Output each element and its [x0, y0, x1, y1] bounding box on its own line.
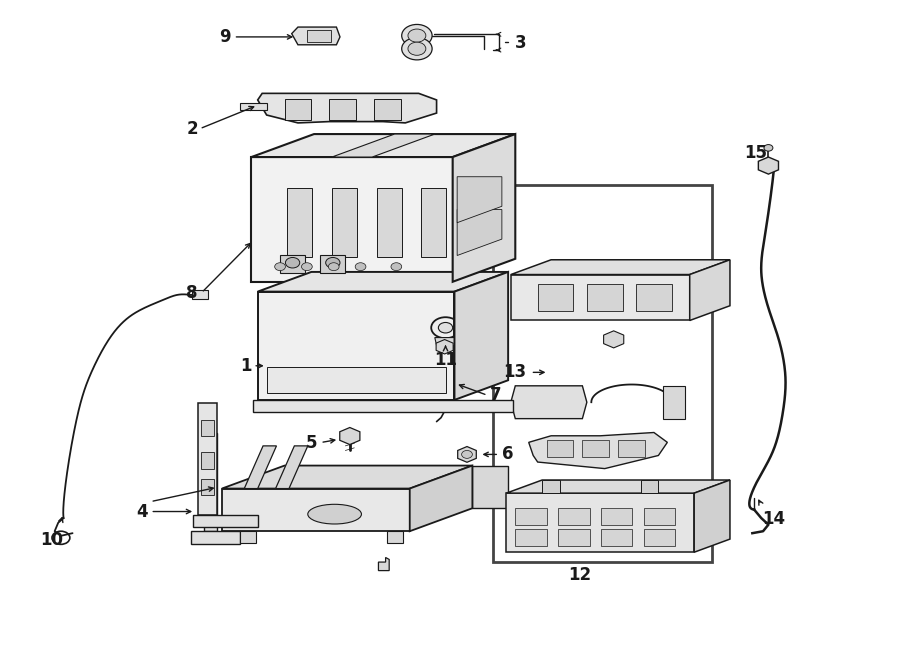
Bar	[202, 452, 214, 469]
Text: 7: 7	[491, 387, 502, 404]
Bar	[332, 188, 357, 257]
Bar	[644, 529, 675, 545]
Polygon shape	[528, 432, 668, 469]
Bar	[266, 367, 446, 393]
Text: 10: 10	[40, 531, 64, 549]
Circle shape	[401, 24, 432, 47]
Polygon shape	[457, 177, 502, 222]
Bar	[516, 529, 546, 545]
Polygon shape	[257, 93, 436, 123]
Bar	[558, 508, 590, 525]
Bar	[663, 386, 685, 418]
Bar	[542, 480, 560, 493]
Bar	[329, 99, 356, 120]
Polygon shape	[457, 210, 502, 256]
Text: 9: 9	[220, 28, 231, 46]
Polygon shape	[507, 480, 730, 493]
Bar	[601, 508, 633, 525]
Bar	[644, 508, 675, 525]
Ellipse shape	[308, 504, 362, 524]
Polygon shape	[507, 493, 694, 552]
Bar	[284, 99, 311, 120]
Circle shape	[764, 144, 773, 151]
Text: 8: 8	[186, 284, 198, 302]
Polygon shape	[454, 272, 508, 400]
Circle shape	[285, 258, 300, 268]
Polygon shape	[453, 134, 516, 282]
Text: 2: 2	[186, 120, 198, 138]
Bar	[582, 440, 609, 457]
Polygon shape	[251, 134, 516, 157]
Circle shape	[302, 263, 312, 271]
Polygon shape	[222, 465, 472, 489]
Bar	[387, 531, 403, 543]
Text: 4: 4	[136, 502, 148, 520]
Bar	[198, 403, 218, 515]
Bar	[377, 188, 401, 257]
Polygon shape	[435, 338, 456, 346]
Bar	[194, 515, 257, 526]
Circle shape	[328, 263, 339, 271]
Polygon shape	[511, 260, 730, 275]
Circle shape	[391, 263, 401, 271]
Bar	[493, 185, 712, 562]
Bar	[287, 188, 312, 257]
Circle shape	[462, 450, 472, 458]
Bar	[636, 285, 671, 310]
Polygon shape	[275, 446, 308, 489]
Text: 11: 11	[434, 351, 457, 369]
Bar	[537, 285, 573, 310]
Bar	[374, 99, 400, 120]
Bar	[601, 529, 633, 545]
Polygon shape	[332, 134, 435, 157]
Circle shape	[408, 29, 426, 42]
Polygon shape	[204, 433, 218, 531]
Polygon shape	[239, 103, 266, 110]
Bar	[253, 400, 513, 412]
Polygon shape	[694, 480, 730, 552]
Text: 12: 12	[568, 566, 591, 584]
Polygon shape	[307, 30, 331, 42]
Polygon shape	[251, 157, 453, 282]
Text: 13: 13	[503, 363, 526, 381]
Bar	[202, 479, 214, 495]
Polygon shape	[472, 465, 508, 508]
Circle shape	[326, 258, 340, 268]
Polygon shape	[257, 292, 454, 400]
Circle shape	[274, 263, 285, 271]
Polygon shape	[378, 557, 389, 571]
Bar	[239, 531, 256, 543]
Polygon shape	[410, 465, 472, 531]
Polygon shape	[511, 275, 689, 320]
Bar	[202, 420, 214, 436]
Polygon shape	[689, 260, 730, 320]
Bar	[421, 188, 446, 257]
Circle shape	[438, 322, 453, 333]
Bar	[280, 255, 305, 273]
Bar	[193, 291, 209, 299]
Bar	[618, 440, 645, 457]
Text: 14: 14	[762, 510, 786, 528]
Polygon shape	[257, 272, 508, 292]
Circle shape	[401, 38, 432, 60]
Text: 6: 6	[502, 446, 513, 463]
Bar	[641, 480, 659, 493]
Text: 5: 5	[306, 434, 318, 451]
Polygon shape	[191, 531, 239, 544]
Bar	[516, 508, 546, 525]
Polygon shape	[511, 386, 587, 418]
Text: 15: 15	[744, 144, 768, 162]
Text: 1: 1	[240, 357, 251, 375]
Circle shape	[356, 263, 366, 271]
Circle shape	[408, 42, 426, 56]
Polygon shape	[292, 27, 340, 45]
Polygon shape	[222, 489, 410, 531]
Bar	[320, 255, 346, 273]
Bar	[546, 440, 573, 457]
Bar	[558, 529, 590, 545]
Text: 3: 3	[515, 34, 526, 52]
Bar	[587, 285, 623, 310]
Polygon shape	[244, 446, 276, 489]
